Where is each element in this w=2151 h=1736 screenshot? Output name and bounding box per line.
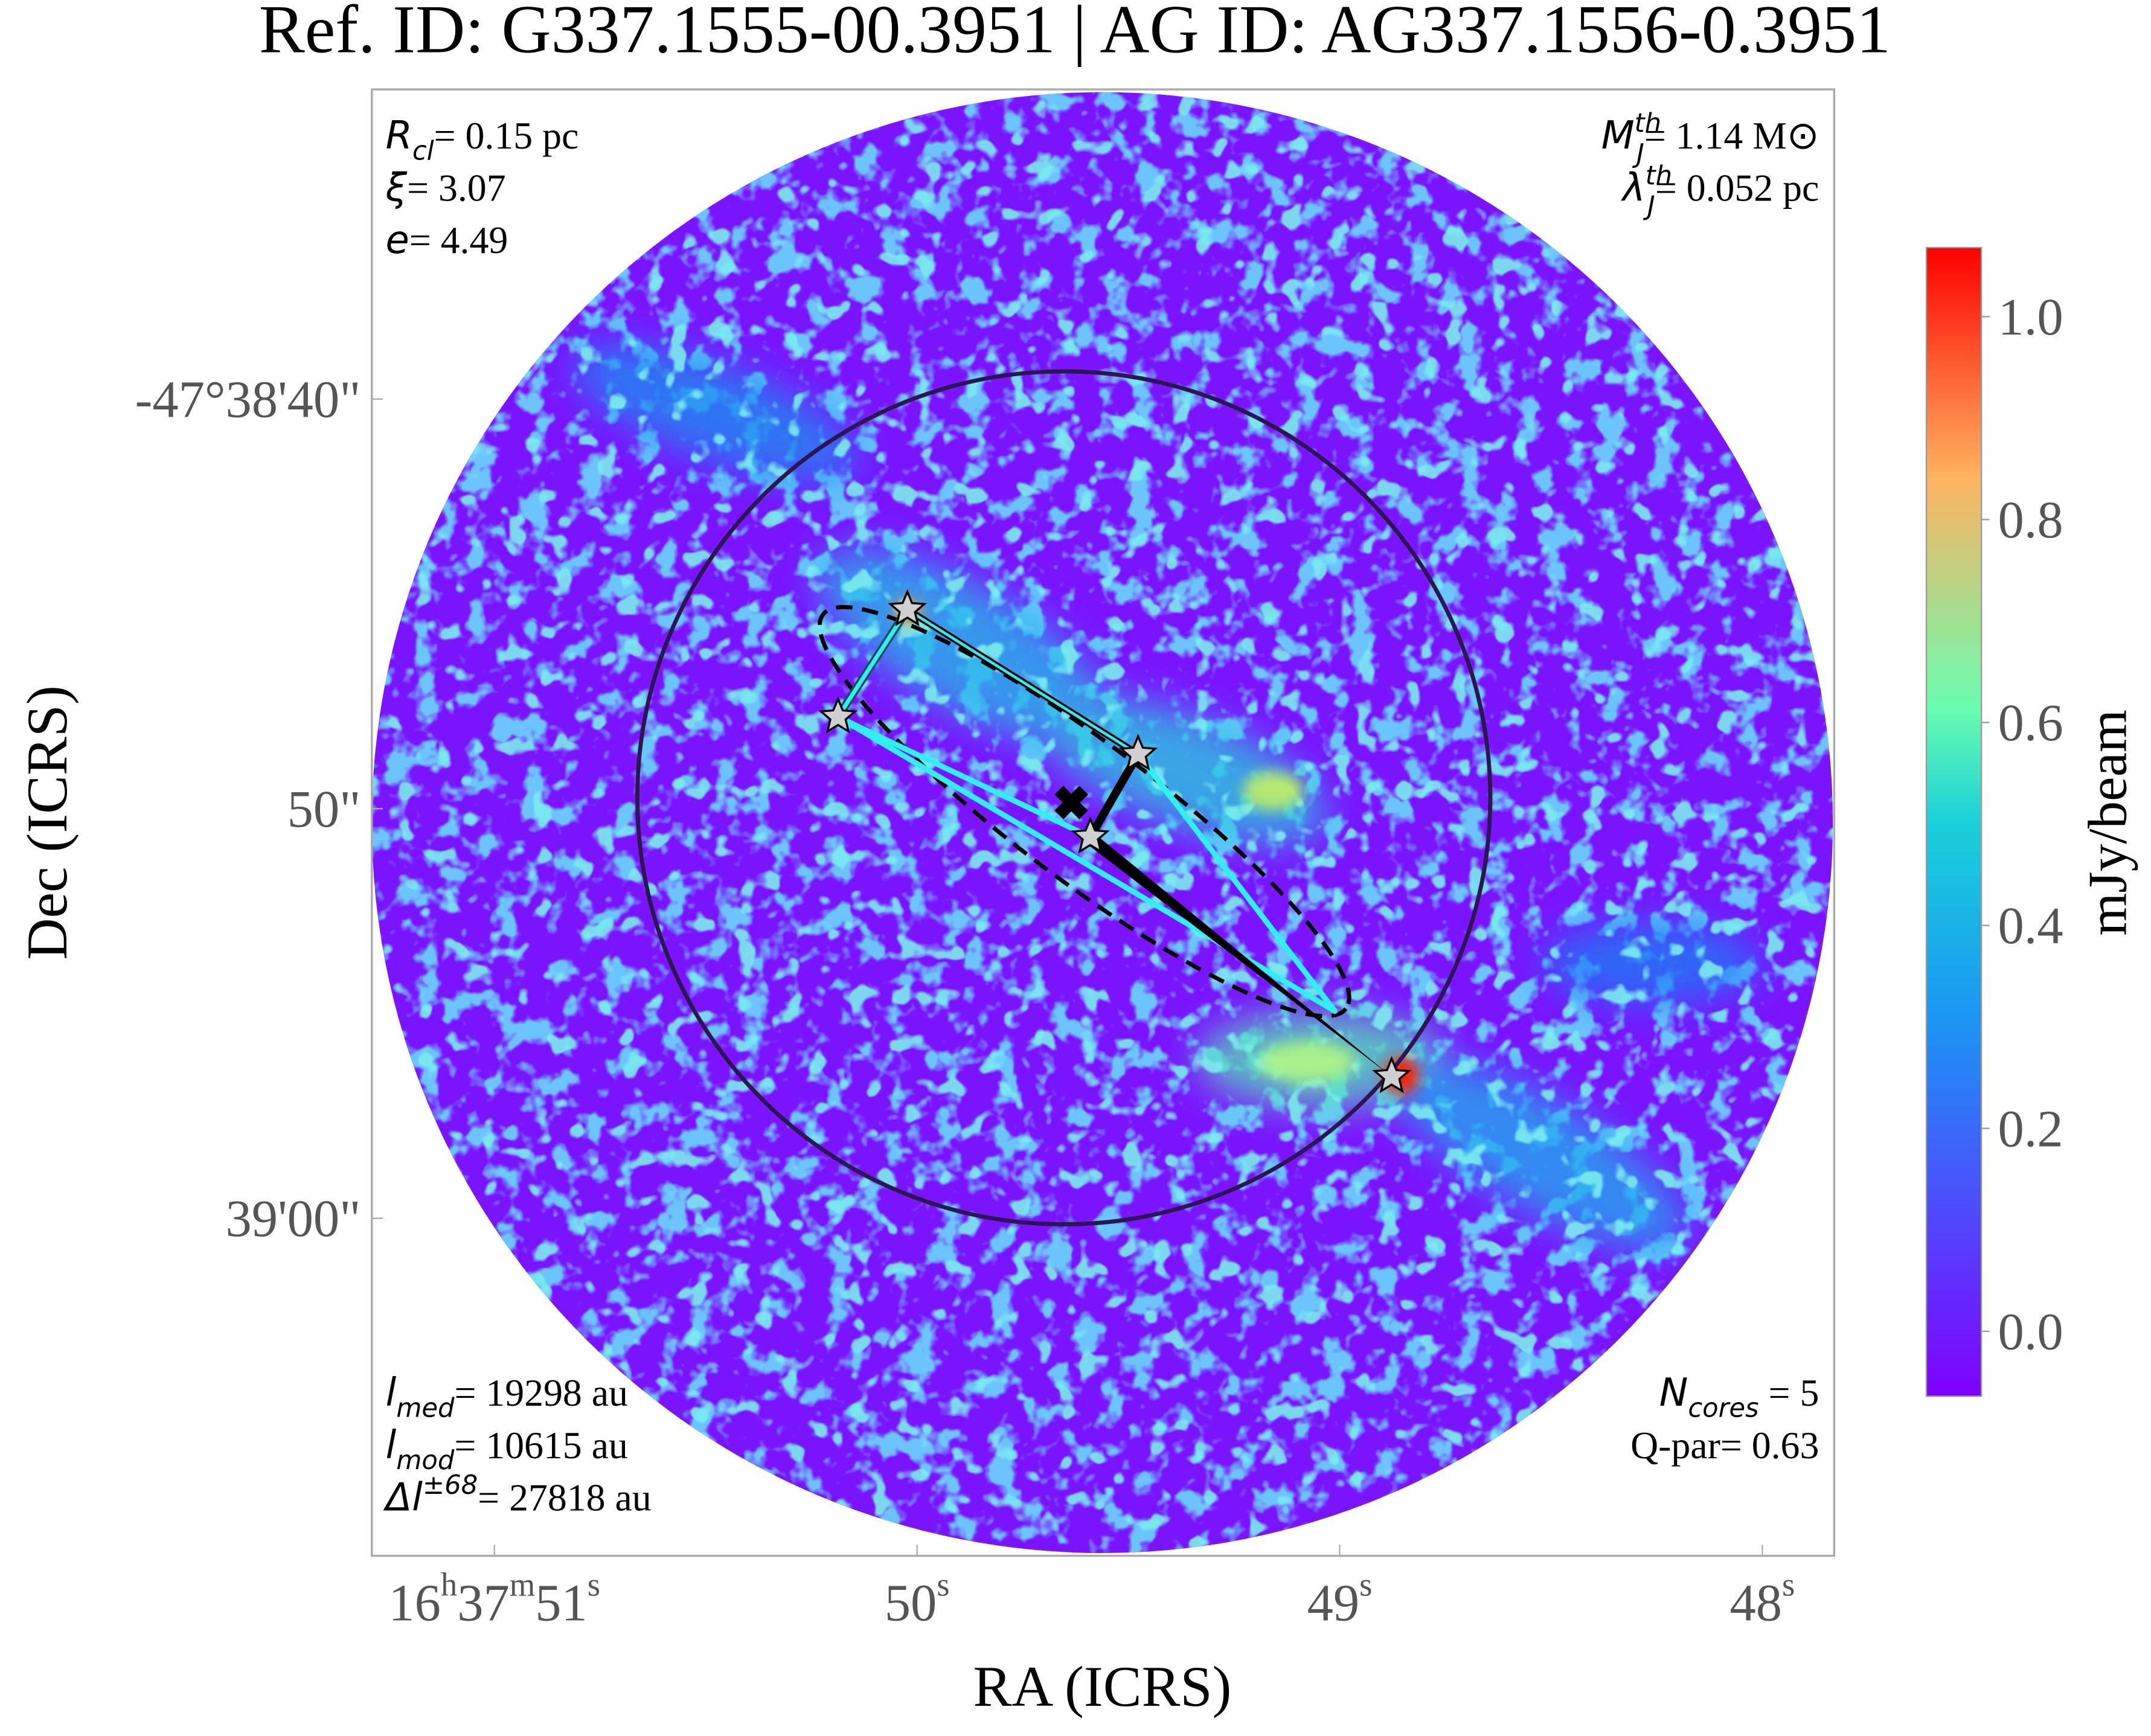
x-tick-label: 48s <box>1729 1566 1795 1632</box>
annotation-value: = 0.052 pc <box>1655 167 1819 210</box>
colorbar-label: mJy/beam <box>2077 709 2138 935</box>
annotation-value: = 19298 au <box>454 1371 627 1414</box>
annotation: Mth J= 1.14 M⊙ <box>1601 109 1819 169</box>
annotation-sub: cores <box>1688 1393 1758 1423</box>
y-tick-label: 50" <box>287 780 361 838</box>
annotation-block: Rcl= 0.15 pc ξ= 3.07 e= 4.49 <box>385 114 579 263</box>
annotation-sup: th <box>1635 109 1661 139</box>
core <box>1118 734 1158 771</box>
annotation-symbol: e <box>386 218 409 263</box>
colorbar-tick-label: 0.4 <box>1998 897 2063 955</box>
y-axis-label: Dec (ICRS) <box>15 685 79 959</box>
core <box>888 589 927 627</box>
annotation: e= 4.49 <box>386 218 508 263</box>
colorbar-tick-label: 0.2 <box>1998 1100 2063 1158</box>
colorbar-tick-label: 1.0 <box>1998 288 2063 346</box>
clump-circle <box>635 369 1493 1226</box>
x-tick-label: 50s <box>885 1566 950 1632</box>
fit-ellipse <box>817 604 1351 1019</box>
annotation-sub: cl <box>412 136 434 166</box>
annotation: Rcl= 0.15 pc <box>386 114 579 166</box>
annotation: lmed= 19298 au <box>386 1371 628 1423</box>
colorbar-tick-label: 0.6 <box>1998 694 2063 752</box>
annotation-value: = 3.07 <box>407 167 505 210</box>
annotation-symbol: R <box>386 114 412 158</box>
x-tick-label: 49s <box>1307 1566 1373 1632</box>
annotation: λth J= 0.052 pc <box>1621 161 1819 221</box>
colorbar-tick-label: 0.8 <box>1998 491 2063 549</box>
core <box>1071 816 1110 854</box>
centroid <box>1054 786 1088 819</box>
annotation-value: = 10615 au <box>454 1424 627 1467</box>
colorbar <box>1925 246 1983 1397</box>
annotation-block: Ncores = 5 Q-par= 0.63 <box>1630 1371 1819 1467</box>
annotation-value: = 1.14 M⊙ <box>1644 114 1819 157</box>
annotation: ξ= 3.07 <box>385 166 506 211</box>
annotation-symbol: M <box>1601 114 1635 158</box>
core <box>818 696 858 734</box>
annotation-block: Mth J= 1.14 M⊙ λth J= 0.052 pc <box>1601 109 1819 222</box>
annotation-symbol: Δl <box>383 1475 423 1520</box>
annotation-symbol: ξ <box>385 166 408 211</box>
link <box>906 608 1140 756</box>
annotation: lmod= 10615 au <box>386 1423 628 1476</box>
link <box>1135 751 1338 1014</box>
title: Ref. ID: G337.1555-00.3951 | AG ID: AG33… <box>259 0 1891 68</box>
link <box>836 607 909 719</box>
annotation-sub: med <box>396 1393 455 1423</box>
x-axis-label: RA (ICRS) <box>973 1654 1231 1718</box>
annotation-sup: ±68 <box>423 1470 478 1501</box>
annotation-value: = 0.15 pc <box>434 114 579 157</box>
link <box>835 714 1338 1014</box>
annotation-value: = 5 <box>1759 1371 1819 1414</box>
frame <box>371 88 1836 1557</box>
x-tick-label: 16h37m51s <box>388 1566 600 1632</box>
annotation: Q-par= 0.63 <box>1630 1424 1819 1467</box>
annotation-symbol: l <box>386 1423 397 1468</box>
annotation: Δl±68= 27818 au <box>383 1470 652 1520</box>
annotation-sup: th <box>1646 161 1672 191</box>
link <box>835 714 1094 840</box>
annotation-symbol: N <box>1659 1371 1688 1415</box>
annotation-symbol: Q-par <box>1630 1424 1720 1467</box>
annotation-symbol: λ <box>1621 166 1646 211</box>
annotation-symbol: l <box>386 1371 397 1415</box>
annotation: Ncores = 5 <box>1659 1371 1819 1423</box>
annotation-block: lmed= 19298 au lmod= 10615 au Δl±68= 27818… <box>383 1371 652 1520</box>
annotation-value: = 27818 au <box>478 1476 651 1519</box>
annotation-sub: mod <box>396 1446 455 1476</box>
annotation-value: = 0.63 <box>1720 1424 1819 1467</box>
core <box>1372 1055 1412 1094</box>
colorbar-tick-label: 0.0 <box>1998 1302 2063 1360</box>
annotation-value: = 4.49 <box>409 219 508 261</box>
y-tick-label: 39'00" <box>225 1190 361 1248</box>
y-tick-label: -47°38'40" <box>135 371 361 429</box>
